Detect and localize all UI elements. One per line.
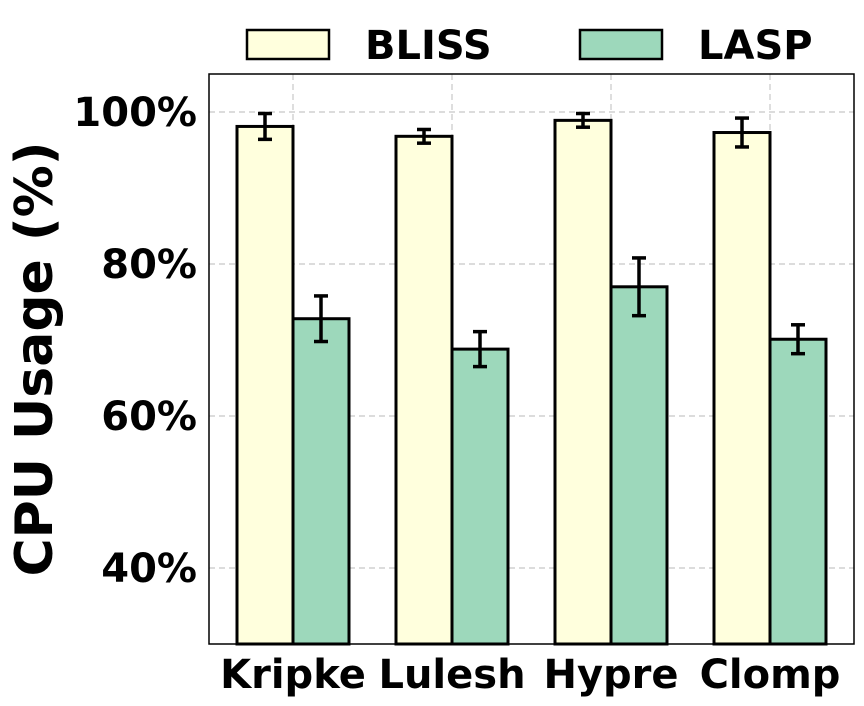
legend-label: BLISS (365, 23, 492, 69)
error-bar (473, 329, 487, 369)
error-bar (258, 111, 272, 142)
y-axis-title: CPU Usage (%) (5, 141, 65, 576)
y-tick-label: 100% (73, 90, 197, 136)
bar-bliss-lulesh (394, 134, 454, 646)
legend-swatch (245, 28, 331, 61)
error-bar (417, 127, 431, 145)
y-tick-labels: 40% 60% 80% 100% (73, 90, 197, 592)
y-tick-label: 40% (101, 546, 197, 592)
legend-label: LASP (698, 23, 813, 69)
y-tick-label: 60% (101, 394, 197, 440)
bar-lasp-clomp (768, 337, 828, 646)
plot-frame (208, 73, 855, 645)
error-bar (735, 116, 749, 149)
legend: BLISS LASP (245, 23, 813, 69)
error-bars (258, 111, 805, 369)
y-tick-label: 80% (101, 242, 197, 288)
bar-bliss-hypre (553, 118, 613, 646)
bar-lasp-hypre (609, 285, 669, 646)
bar-lasp-kripke (291, 317, 351, 646)
error-bar (791, 323, 805, 356)
bars (235, 118, 828, 646)
legend-swatch (578, 28, 664, 61)
bar-lasp-lulesh (450, 347, 510, 646)
x-tick-labels: Kripke Lulesh Hypre Clomp (220, 652, 840, 698)
legend-entry-bliss: BLISS (245, 23, 492, 69)
error-bar (576, 111, 590, 129)
x-tick-label: Lulesh (378, 652, 525, 698)
x-tick-label: Kripke (220, 652, 366, 698)
bar-bliss-clomp (712, 131, 772, 646)
x-tick-label: Hypre (543, 652, 678, 698)
error-bar (314, 294, 328, 344)
bar-bliss-kripke (235, 124, 295, 646)
legend-entry-lasp: LASP (578, 23, 813, 69)
error-bar (632, 256, 646, 318)
x-tick-label: Clomp (700, 652, 841, 698)
